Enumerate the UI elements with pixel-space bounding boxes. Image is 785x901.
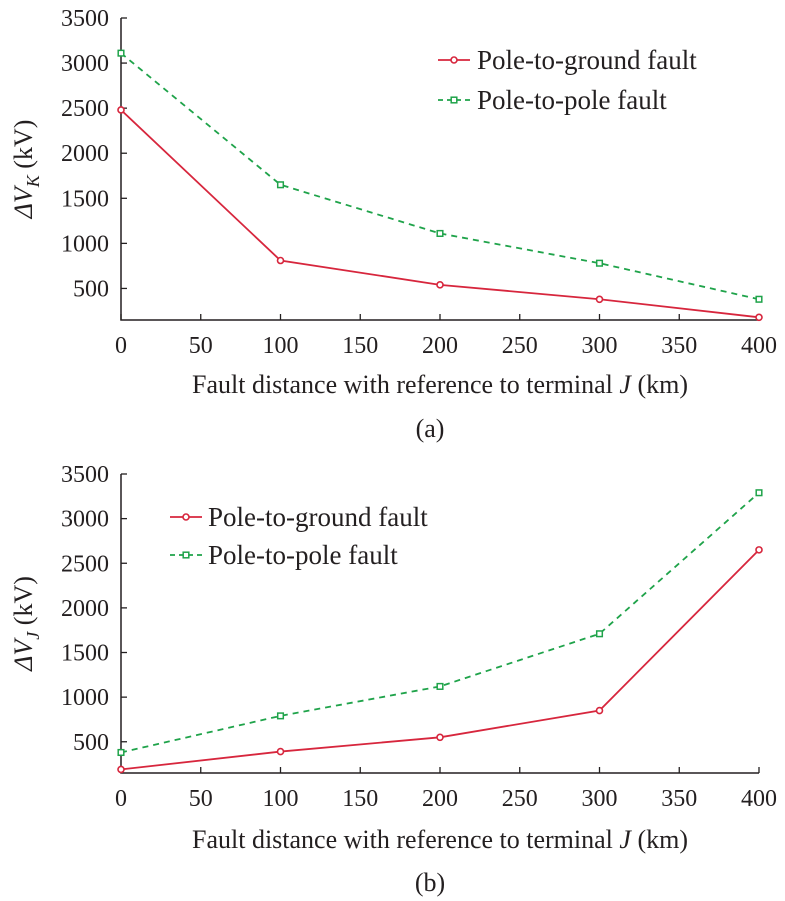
chart-0-series-0-point [117,106,125,114]
chart-0-x-tick-label: 200 [422,333,458,359]
chart-1-series-0-point [595,706,604,715]
chart-1-series-1-point [595,630,604,638]
chart-0-series-1-point [755,295,763,303]
chart-0-y-tick-label: 2500 [61,96,109,122]
chart-1: 0 50 100 150 200 250 300 350 400 500 1000 1500 2000 2… [9,462,777,897]
chart-1-x-tick-label: 50 [189,786,213,812]
chart-0-x-tick-label: 0 [115,333,127,359]
chart-1-series-1-point [276,712,285,720]
chart-1-panel-label: (b) [415,868,445,897]
chart-0: 0 50 100 150 200 250 300 350 400 500 1000 1500 2000 2… [9,6,777,443]
chart-0-y-axis-label: ΔVK (kV) [9,120,43,220]
chart-0-legend-marker [450,56,458,64]
chart-1-legend-marker [182,551,190,559]
chart-0-y-tick-label: 2000 [61,141,109,167]
chart-0-y-tick-label: 1500 [61,186,109,212]
chart-1-y-axis-label-prefix: ΔV [9,637,38,672]
chart-1-x-tick-label: 300 [582,786,618,812]
chart-0-x-tick-label: 250 [502,333,538,359]
chart-1-y-tick-label: 2500 [61,551,109,577]
chart-0-series-1-line [120,52,760,301]
chart-1-x-tick-label: 250 [502,786,538,812]
chart-1-series-0-point [436,733,444,742]
chart-0-x-tick-label: 100 [263,333,299,359]
chart-0-x-axis-label-suffix: (km) [631,370,688,399]
chart-1-y-tick-label: 500 [73,730,109,756]
chart-0-x-tick-label: 400 [741,333,777,359]
chart-0-series-0-point [276,256,285,265]
chart-0-x-tick-label: 300 [582,333,618,359]
chart-1-series-1-point [755,489,763,497]
chart-1-y-tick-label: 2000 [61,596,109,622]
chart-0-x-tick-label: 50 [189,333,213,359]
chart-1-y-axis-label: ΔVJ (kV) [9,576,43,672]
chart-1-x-axis-label-var: J [619,825,632,854]
chart-0-series-0-point [595,295,604,304]
chart-1-x-axis-label: Fault distance with reference to termina… [192,825,688,854]
chart-0-y-axis-label-suffix: (kV) [9,120,38,176]
chart-0-y-tick-label: 1000 [61,231,109,257]
chart-1-legend-label: Pole-to-ground fault [208,502,428,532]
chart-1-legend-entry-0: Pole-to-ground fault [170,502,428,532]
chart-1-legend-entry-1: Pole-to-pole fault [170,540,398,570]
chart-0-x-tick-label: 350 [661,333,697,359]
chart-1-y-tick-label: 3500 [61,462,109,488]
chart-1-x-axis-label-suffix: (km) [631,825,688,854]
chart-0-series-0-point [436,281,444,289]
chart-0-legend-label: Pole-to-ground fault [477,45,697,75]
chart-0-panel-label: (a) [416,414,445,443]
chart-1-x-tick-label: 200 [422,786,458,812]
chart-1-series-1-line [120,492,760,754]
chart-0-legend-marker [450,96,458,104]
chart-1-x-tick-label: 0 [115,786,127,812]
chart-0-y-tick-label: 3500 [61,6,109,32]
chart-0-x-axis-label-var: J [619,370,632,399]
chart-0-legend-label: Pole-to-pole fault [477,85,667,115]
chart-1-legend-label: Pole-to-pole fault [208,540,398,570]
chart-1-x-tick-label: 350 [661,786,697,812]
chart-0-y-tick-label: 500 [73,276,109,302]
chart-1-series-1-point [436,682,444,690]
chart-0-legend-entry-1: Pole-to-pole fault [438,85,667,115]
chart-1-y-tick-label: 1500 [61,641,109,667]
chart-0-x-tick-label: 150 [342,333,378,359]
chart-1-series-1-point [117,748,125,757]
chart-0-series-1-point [436,229,444,238]
chart-0-series-1-point [117,49,125,57]
chart-0-x-axis-label-prefix: Fault distance with reference to termina… [192,370,619,399]
chart-0-y-tick-label: 3000 [61,51,109,77]
chart-1-y-axis-label-suffix: (kV) [9,576,38,632]
chart-1-y-tick-label: 3000 [61,507,109,533]
chart-0-legend-entry-0: Pole-to-ground fault [438,45,697,75]
chart-0-series-1-point [595,259,604,267]
chart-1-x-tick-label: 100 [263,786,299,812]
chart-0-x-axis-label: Fault distance with reference to termina… [192,370,688,399]
chart-1-y-tick-label: 1000 [61,685,109,711]
chart-1-x-axis-label-prefix: Fault distance with reference to termina… [192,825,619,854]
chart-0-y-axis-label-sub: K [23,174,43,188]
chart-1-series-0-point [276,747,285,756]
chart-1-legend-marker [182,513,190,521]
chart-1-series-0-point [755,546,763,554]
chart-1-x-tick-label: 150 [342,786,378,812]
chart-1-x-tick-label: 400 [741,786,777,812]
chart-1-y-axis-label-sub: J [23,631,43,640]
chart-0-series-1-point [276,181,285,189]
chart-1-series-0-point [117,765,125,774]
chart-0-series-0-point [755,313,763,322]
chart-0-y-axis-label-prefix: ΔV [9,184,38,219]
